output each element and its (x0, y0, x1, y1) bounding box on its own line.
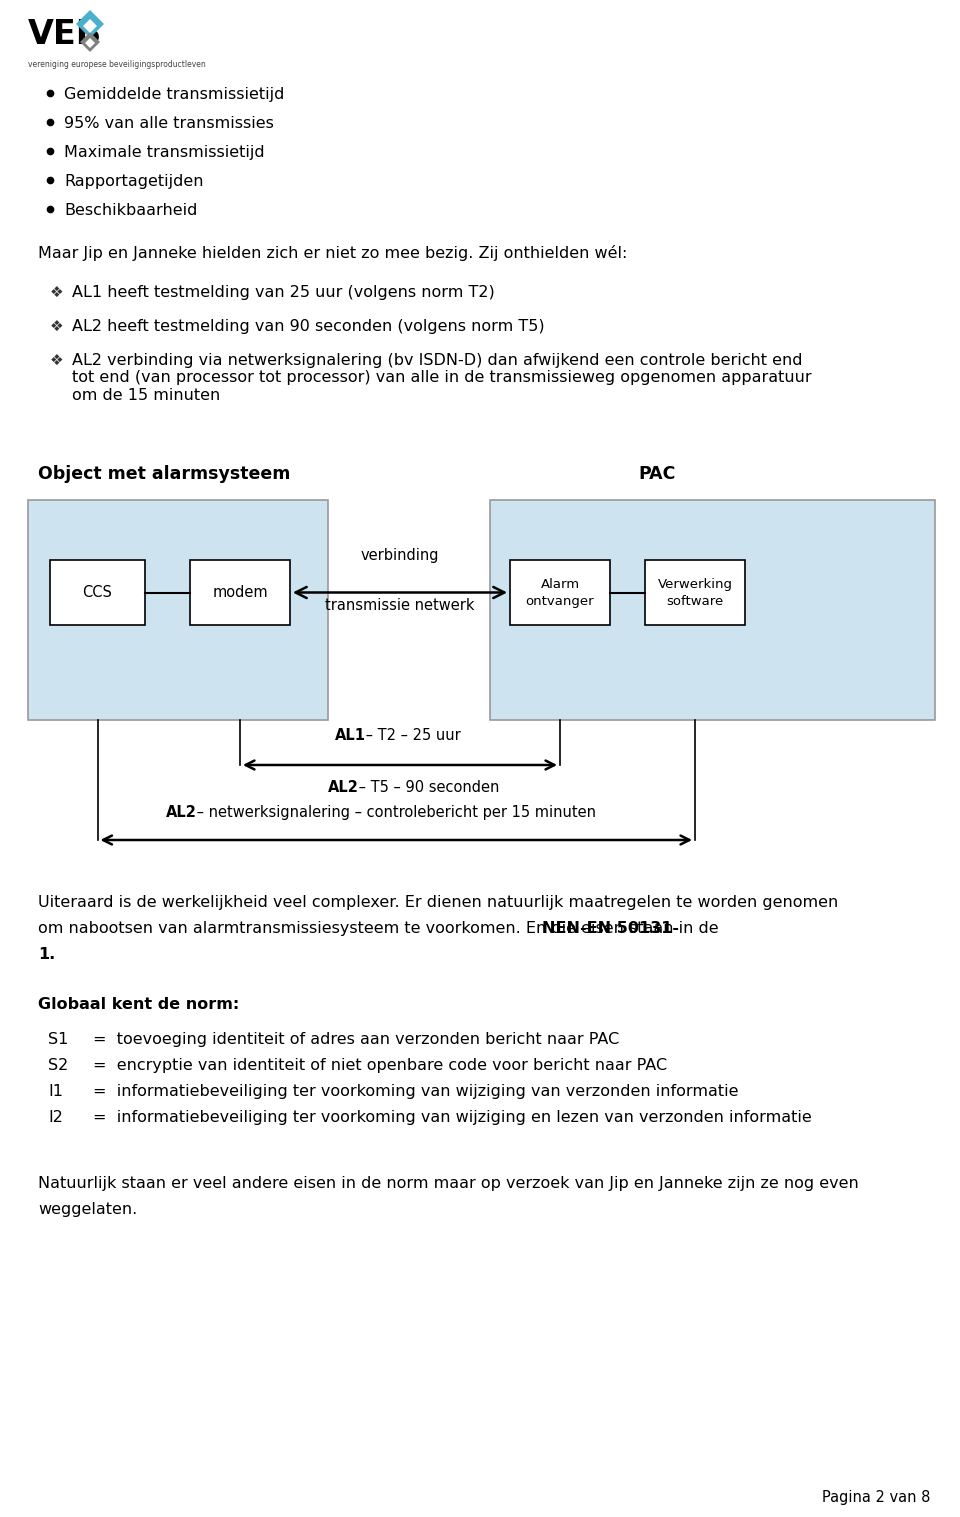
Text: Pagina 2 van 8: Pagina 2 van 8 (822, 1490, 930, 1505)
Text: ❖: ❖ (50, 319, 63, 334)
Text: AL2 verbinding via netwerksignalering (bv ISDN-D) dan afwijkend een controle ber: AL2 verbinding via netwerksignalering (b… (72, 353, 811, 404)
Text: Globaal kent de norm:: Globaal kent de norm: (38, 997, 239, 1012)
Text: Rapportagetijden: Rapportagetijden (64, 174, 204, 190)
Text: Verwerking
software: Verwerking software (658, 578, 732, 607)
Polygon shape (85, 38, 95, 49)
Bar (510, 560, 610, 625)
Text: CCS: CCS (83, 586, 112, 601)
Text: Alarm
ontvanger: Alarm ontvanger (526, 578, 594, 607)
Text: Natuurlijk staan er veel andere eisen in de norm maar op verzoek van Jip en Jann: Natuurlijk staan er veel andere eisen in… (38, 1176, 859, 1191)
Text: =  encryptie van identiteit of niet openbare code voor bericht naar PAC: = encryptie van identiteit of niet openb… (93, 1057, 667, 1073)
Text: verbinding: verbinding (361, 548, 440, 563)
Text: NEN-EN 50131-: NEN-EN 50131- (542, 921, 679, 936)
Text: Gemiddelde transmissietijd: Gemiddelde transmissietijd (64, 86, 284, 102)
Polygon shape (83, 20, 97, 33)
Text: – T2 – 25 uur: – T2 – 25 uur (361, 728, 461, 743)
Text: Maximale transmissietijd: Maximale transmissietijd (64, 146, 265, 159)
Text: transmissie netwerk: transmissie netwerk (325, 598, 475, 613)
Text: 1.: 1. (38, 947, 56, 962)
Text: =  toevoeging identiteit of adres aan verzonden bericht naar PAC: = toevoeging identiteit of adres aan ver… (93, 1032, 619, 1047)
Text: VEB: VEB (28, 18, 103, 52)
Text: AL1 heeft testmelding van 25 uur (volgens norm T2): AL1 heeft testmelding van 25 uur (volgen… (72, 285, 494, 300)
Text: AL2 heeft testmelding van 90 seconden (volgens norm T5): AL2 heeft testmelding van 90 seconden (v… (72, 319, 544, 334)
Text: S1: S1 (48, 1032, 68, 1047)
Text: ❖: ❖ (50, 353, 63, 369)
Text: – T5 – 90 seconden: – T5 – 90 seconden (354, 780, 499, 795)
Text: =  informatiebeveiliging ter voorkoming van wijziging van verzonden informatie: = informatiebeveiliging ter voorkoming v… (93, 1085, 738, 1098)
Text: I2: I2 (48, 1110, 62, 1126)
Text: AL2: AL2 (166, 806, 197, 821)
Text: =  informatiebeveiliging ter voorkoming van wijziging en lezen van verzonden inf: = informatiebeveiliging ter voorkoming v… (93, 1110, 812, 1126)
Text: Object met alarmsysteem: Object met alarmsysteem (38, 466, 290, 482)
Text: Uiteraard is de werkelijkheid veel complexer. Er dienen natuurlijk maatregelen t: Uiteraard is de werkelijkheid veel compl… (38, 895, 838, 910)
Bar (50, 560, 145, 625)
Text: Beschikbaarheid: Beschikbaarheid (64, 203, 198, 218)
Text: om nabootsen van alarmtransmissiesysteem te voorkomen. En die eisen staan in de: om nabootsen van alarmtransmissiesysteem… (38, 921, 724, 936)
Text: AL2: AL2 (328, 780, 359, 795)
Text: ❖: ❖ (50, 285, 63, 300)
Bar (645, 560, 745, 625)
Text: vereniging europese beveiligingsproductleven: vereniging europese beveiligingsproductl… (28, 61, 205, 68)
Text: modem: modem (212, 586, 268, 601)
Text: AL1: AL1 (335, 728, 366, 743)
Polygon shape (80, 32, 100, 52)
Text: S2: S2 (48, 1057, 68, 1073)
Text: – netwerksignalering – controlebericht per 15 minuten: – netwerksignalering – controlebericht p… (192, 806, 596, 821)
Text: weggelaten.: weggelaten. (38, 1201, 137, 1217)
Text: Maar Jip en Janneke hielden zich er niet zo mee bezig. Zij onthielden wél:: Maar Jip en Janneke hielden zich er niet… (38, 246, 628, 261)
Polygon shape (76, 11, 104, 38)
Bar (28, 501, 328, 721)
Text: I1: I1 (48, 1085, 63, 1098)
Text: PAC: PAC (638, 466, 676, 482)
Bar (490, 501, 935, 721)
Text: 95% van alle transmissies: 95% van alle transmissies (64, 115, 274, 130)
Bar (190, 560, 290, 625)
